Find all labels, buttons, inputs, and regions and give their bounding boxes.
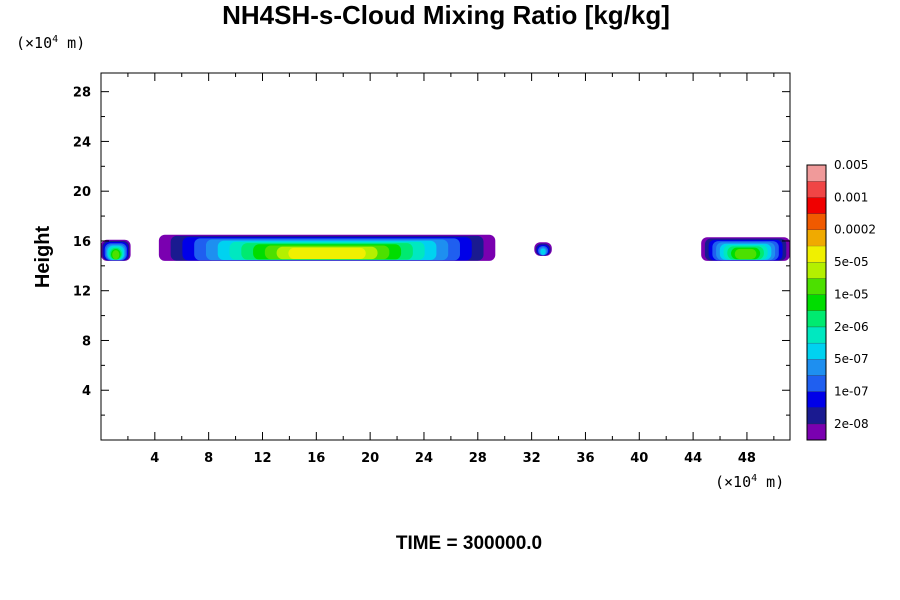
y-unit-label: (×104 m) (16, 34, 85, 52)
colorbar-label: 5e-05 (834, 255, 869, 269)
time-label: TIME = 300000.0 (396, 533, 542, 554)
colorbar-label: 1e-05 (834, 287, 869, 301)
plot-frame (100, 72, 791, 441)
y-tick-label: 8 (82, 334, 91, 349)
colorbar-label: 2e-06 (834, 320, 869, 334)
colorbar-swatch (807, 229, 826, 246)
colorbar-swatch (807, 197, 826, 214)
colorbar-swatch (807, 310, 826, 327)
colorbar-swatch (807, 181, 826, 198)
x-tick-label: 24 (415, 451, 433, 466)
x-tick-label: 44 (684, 451, 702, 466)
cloud-contour-band (540, 248, 546, 255)
x-tick-label: 4 (150, 451, 159, 466)
colorbar-swatch (807, 423, 826, 440)
colorbar-swatch (807, 326, 826, 343)
colorbar-frame (806, 164, 827, 441)
colorbar-label: 0.0002 (834, 223, 876, 237)
colorbar-swatch (807, 213, 826, 230)
colorbar-swatch (807, 294, 826, 311)
colorbar-swatch (807, 165, 826, 182)
colorbar-swatch (807, 359, 826, 376)
x-tick-label: 20 (361, 451, 379, 466)
cloud-field (101, 234, 790, 261)
x-tick-label: 48 (738, 451, 756, 466)
y-tick-label: 24 (73, 135, 91, 150)
colorbar-label: 1e-07 (834, 384, 869, 398)
colorbar-swatch (807, 262, 826, 279)
colorbar-label: 0.005 (834, 158, 868, 172)
x-tick-label: 16 (307, 451, 325, 466)
colorbar: 2e-08 1e-07 5e-07 2e-06 1e-05 5e-05 0.0002 0.00… (806, 158, 876, 441)
colorbar-swatch (807, 407, 826, 424)
colorbar-swatch (807, 245, 826, 263)
x-tick-label: 32 (523, 451, 541, 466)
x-tick-label: 36 (576, 451, 594, 466)
x-tick-label: 8 (204, 451, 213, 466)
colorbar-label: 2e-08 (834, 417, 869, 431)
colorbar-label: 5e-07 (834, 352, 869, 366)
y-axis-title: Height (32, 226, 54, 289)
colorbar-label: 0.001 (834, 190, 868, 204)
cloud-contour-band (288, 247, 366, 259)
x-tick-label: 12 (253, 451, 271, 466)
cloud-contour-band (112, 250, 120, 260)
chart-title: NH4SH-s-Cloud Mixing Ratio [kg/kg] (222, 0, 670, 30)
colorbar-swatch (807, 391, 826, 408)
y-tick-label: 4 (82, 384, 91, 399)
x-tick-label: 40 (630, 451, 648, 466)
y-tick-label: 16 (73, 235, 91, 250)
colorbar-swatch (807, 375, 826, 392)
x-unit-label: (×104 m) (715, 473, 784, 491)
y-tick-label: 12 (73, 285, 91, 300)
y-tick-label: 28 (73, 86, 91, 101)
x-tick-label: 28 (469, 451, 487, 466)
y-tick-label: 20 (73, 185, 91, 200)
cloud-contour-band (734, 248, 757, 260)
colorbar-swatch (807, 278, 826, 295)
colorbar-swatch (807, 342, 826, 360)
